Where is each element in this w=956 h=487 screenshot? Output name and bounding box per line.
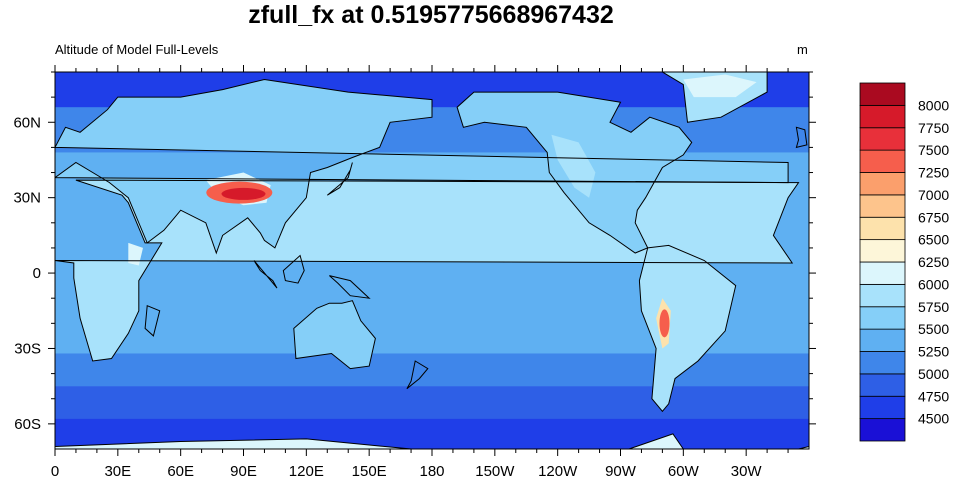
coastline-eurasia bbox=[55, 78, 789, 255]
x-tick-label: 90E bbox=[230, 463, 257, 480]
colorbar-swatch bbox=[859, 328, 906, 352]
coastlines bbox=[55, 72, 809, 449]
y-tick-label: 0 bbox=[33, 265, 41, 282]
coastline-antarctica bbox=[55, 433, 809, 449]
x-tick-label: 120W bbox=[538, 463, 578, 480]
colorbar-swatch bbox=[859, 351, 906, 375]
colorbar-swatch bbox=[859, 283, 906, 308]
coastline-new-zealand bbox=[406, 360, 429, 390]
colorbar-label: 7250 bbox=[918, 165, 949, 181]
landmass-eurasia bbox=[55, 79, 789, 253]
andes-peak bbox=[659, 309, 670, 338]
colorbar-swatch bbox=[859, 306, 906, 330]
x-tick-label: 30W bbox=[731, 463, 763, 480]
colorbar-label: 7750 bbox=[918, 120, 949, 136]
coastline-uk bbox=[795, 126, 808, 149]
colorbar: 4500 4750 5000 5250 5500 5750 6000 6250 6500 6750… bbox=[859, 82, 949, 442]
colorbar-label: 5750 bbox=[918, 299, 949, 315]
landmass-samerica bbox=[639, 245, 736, 412]
x-tick-label: 60W bbox=[668, 463, 700, 480]
colorbar-swatch bbox=[859, 239, 906, 263]
map-title: zfull_fx at 0.5195775668967432 bbox=[248, 1, 614, 29]
x-tick-label: 0 bbox=[51, 463, 59, 480]
coastline-borneo bbox=[282, 254, 305, 284]
coastline-new-guinea bbox=[329, 275, 371, 299]
contour-field bbox=[55, 72, 809, 449]
colorbar-label: 7500 bbox=[918, 142, 949, 158]
y-tick-label: 30N bbox=[13, 190, 41, 207]
coastline-namerica bbox=[456, 91, 693, 254]
colorbar-label: 6000 bbox=[918, 276, 949, 292]
colorbar-label: 4500 bbox=[918, 411, 949, 427]
tibet-summit bbox=[221, 187, 266, 200]
colorbar-swatch bbox=[859, 216, 906, 241]
x-tick-label: 30E bbox=[104, 463, 131, 480]
colorbar-label: 7000 bbox=[918, 187, 949, 203]
colorbar-label: 5000 bbox=[918, 366, 949, 382]
colorbar-label: 6750 bbox=[918, 209, 949, 225]
coastline-africa bbox=[55, 179, 800, 362]
colorbar-swatch bbox=[859, 261, 906, 285]
colorbar-swatch bbox=[859, 104, 906, 129]
colorbar-label: 5500 bbox=[918, 321, 949, 337]
colorbar-swatch bbox=[859, 149, 906, 173]
colorbar-swatch bbox=[859, 172, 906, 196]
colorbar-swatch bbox=[859, 373, 906, 397]
x-tick-label: 150E bbox=[352, 463, 387, 480]
x-tick-label: 150W bbox=[475, 463, 515, 480]
colorbar-label: 8000 bbox=[918, 97, 949, 113]
x-tick-label: 180 bbox=[419, 463, 444, 480]
coastline-australia bbox=[293, 300, 376, 370]
colorbar-swatch bbox=[859, 127, 906, 151]
colorbar-label: 5250 bbox=[918, 344, 949, 360]
coastline-samerica bbox=[638, 244, 737, 413]
colorbar-swatch bbox=[859, 82, 906, 106]
colorbar-swatch bbox=[859, 418, 906, 442]
colorbar-label: 6500 bbox=[918, 232, 949, 248]
coastline-japan bbox=[326, 162, 353, 196]
coastline-madagascar bbox=[144, 304, 161, 337]
landmass-australia bbox=[293, 300, 376, 369]
y-tick-label: 60N bbox=[13, 114, 41, 131]
greenland-ice bbox=[683, 74, 757, 98]
ethiopian-highlands bbox=[128, 242, 143, 266]
y-tick-label: 30S bbox=[14, 340, 41, 357]
y-tick-label: 60S bbox=[14, 416, 41, 433]
coastline-greenland bbox=[661, 72, 768, 123]
colorbar-label: 4750 bbox=[918, 388, 949, 404]
map-ticks: 0 30E 60E 90E 120E 150E 180 150W 120W 90W 60W 30W 60… bbox=[13, 65, 816, 480]
x-tick-label: 90W bbox=[605, 463, 637, 480]
coastline-sumatra bbox=[253, 260, 278, 289]
colorbar-swatch bbox=[859, 395, 906, 420]
x-tick-label: 60E bbox=[167, 463, 194, 480]
units-label: m bbox=[797, 42, 808, 57]
colorbar-swatch bbox=[859, 194, 906, 218]
colorbar-label: 6250 bbox=[918, 254, 949, 270]
variable-long-name: Altitude of Model Full-Levels bbox=[55, 42, 219, 57]
landmass-antarctica bbox=[55, 433, 809, 449]
x-tick-label: 120E bbox=[289, 463, 324, 480]
